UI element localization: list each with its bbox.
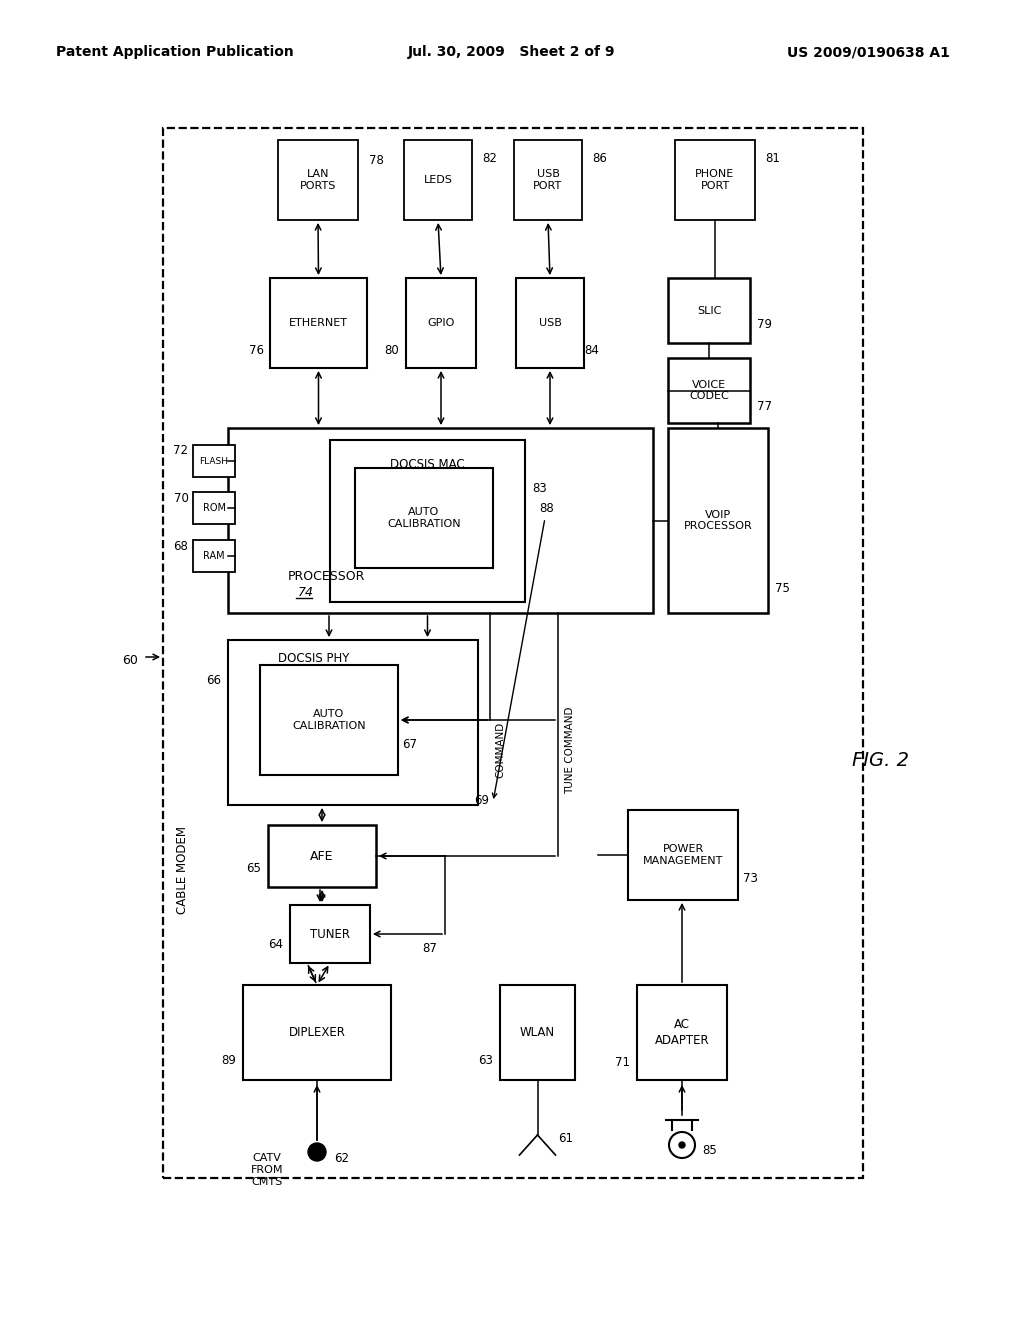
Text: 68: 68 — [173, 540, 188, 553]
Bar — [228, 428, 653, 612]
Text: 76: 76 — [249, 343, 263, 356]
Text: VOIP
PROCESSOR: VOIP PROCESSOR — [684, 510, 753, 531]
Bar — [243, 985, 391, 1080]
Text: 74: 74 — [298, 586, 314, 599]
Bar — [163, 128, 863, 1177]
Text: 66: 66 — [207, 673, 221, 686]
Bar — [668, 428, 768, 612]
Text: ETHERNET: ETHERNET — [289, 318, 348, 327]
Bar — [270, 279, 367, 368]
Text: 63: 63 — [478, 1053, 494, 1067]
Text: 81: 81 — [766, 152, 780, 165]
Bar — [260, 665, 398, 775]
Text: TUNER: TUNER — [310, 928, 350, 940]
Text: AUTO
CALIBRATION: AUTO CALIBRATION — [292, 709, 366, 731]
Text: 62: 62 — [335, 1151, 349, 1164]
Text: COMMAND: COMMAND — [495, 722, 505, 777]
Text: CATV
FROM
CMTS: CATV FROM CMTS — [251, 1154, 284, 1187]
Bar — [193, 445, 234, 477]
Bar — [516, 279, 584, 368]
Bar — [290, 906, 370, 964]
Bar — [628, 810, 738, 900]
Text: GPIO: GPIO — [427, 318, 455, 327]
Circle shape — [679, 1142, 685, 1148]
Bar — [668, 279, 750, 343]
Text: AC
ADAPTER: AC ADAPTER — [654, 1019, 710, 1047]
Text: 71: 71 — [615, 1056, 631, 1068]
Text: AFE: AFE — [310, 850, 334, 862]
Text: 89: 89 — [221, 1053, 237, 1067]
Text: FIG. 2: FIG. 2 — [852, 751, 908, 770]
Bar — [193, 540, 234, 572]
Text: LAN
PORTS: LAN PORTS — [300, 169, 336, 191]
Circle shape — [308, 1143, 326, 1162]
Text: POWER
MANAGEMENT: POWER MANAGEMENT — [643, 845, 723, 866]
Text: PROCESSOR: PROCESSOR — [288, 569, 366, 582]
Text: Jul. 30, 2009   Sheet 2 of 9: Jul. 30, 2009 Sheet 2 of 9 — [409, 45, 615, 59]
Text: 82: 82 — [482, 152, 498, 165]
Text: WLAN: WLAN — [520, 1026, 555, 1039]
Bar — [675, 140, 755, 220]
Text: DOCSIS PHY: DOCSIS PHY — [278, 652, 349, 664]
Text: LEDS: LEDS — [424, 176, 453, 185]
Text: 85: 85 — [702, 1143, 718, 1156]
Text: 70: 70 — [173, 491, 188, 504]
Text: Patent Application Publication: Patent Application Publication — [56, 45, 294, 59]
Text: CABLE MODEM: CABLE MODEM — [175, 826, 188, 913]
Text: DOCSIS MAC: DOCSIS MAC — [390, 458, 465, 471]
Text: 72: 72 — [173, 445, 188, 458]
Text: US 2009/0190638 A1: US 2009/0190638 A1 — [786, 45, 949, 59]
Text: SLIC: SLIC — [696, 305, 721, 315]
Text: 75: 75 — [774, 582, 790, 594]
Bar — [637, 985, 727, 1080]
Text: 84: 84 — [585, 343, 599, 356]
Text: DIPLEXER: DIPLEXER — [289, 1026, 345, 1039]
Text: 79: 79 — [757, 318, 771, 331]
Text: 83: 83 — [532, 482, 548, 495]
Text: TUNE COMMAND: TUNE COMMAND — [565, 706, 575, 793]
Text: 77: 77 — [757, 400, 771, 413]
Bar — [668, 358, 750, 422]
Text: 69: 69 — [474, 793, 489, 807]
Text: 64: 64 — [268, 939, 284, 952]
Text: 61: 61 — [558, 1131, 573, 1144]
Bar — [404, 140, 472, 220]
Bar — [268, 825, 376, 887]
Text: RAM: RAM — [203, 550, 225, 561]
Bar — [406, 279, 476, 368]
Text: 67: 67 — [402, 738, 418, 751]
Text: 73: 73 — [742, 871, 758, 884]
Text: 80: 80 — [385, 343, 399, 356]
Text: USB: USB — [539, 318, 561, 327]
Text: FLASH: FLASH — [200, 457, 228, 466]
Text: VOICE
CODEC: VOICE CODEC — [689, 380, 729, 401]
Text: PHONE
PORT: PHONE PORT — [695, 169, 734, 191]
Bar — [278, 140, 358, 220]
Bar — [514, 140, 582, 220]
Text: 86: 86 — [593, 152, 607, 165]
Text: USB
PORT: USB PORT — [534, 169, 562, 191]
Bar — [500, 985, 575, 1080]
Bar — [330, 440, 525, 602]
Text: 78: 78 — [369, 153, 383, 166]
Bar — [228, 640, 478, 805]
Text: 88: 88 — [540, 502, 554, 515]
Text: 60: 60 — [122, 653, 138, 667]
Bar — [355, 469, 493, 568]
Text: AUTO
CALIBRATION: AUTO CALIBRATION — [387, 507, 461, 529]
Text: ROM: ROM — [203, 503, 225, 513]
Text: 87: 87 — [423, 941, 437, 954]
Text: 65: 65 — [247, 862, 261, 875]
Bar — [193, 492, 234, 524]
